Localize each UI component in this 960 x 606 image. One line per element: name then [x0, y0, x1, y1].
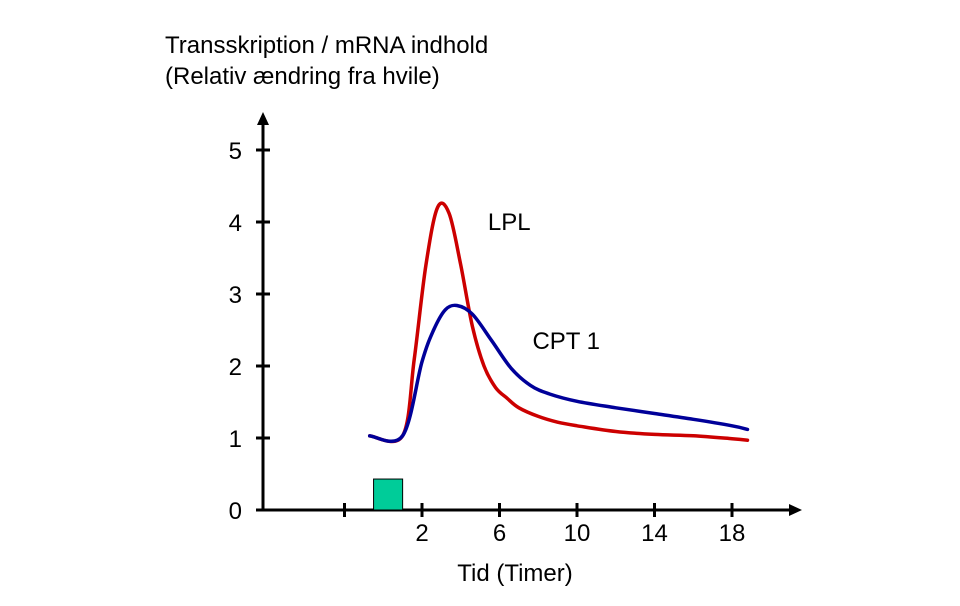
- series-line-cpt-1: [367, 303, 750, 443]
- y-tick-label: 1: [229, 426, 242, 453]
- y-tick-label: 3: [229, 282, 242, 309]
- x-tick-label: 6: [493, 520, 506, 547]
- y-axis-arrowhead: [257, 112, 269, 125]
- y-ticks: 0 1 2 3 4 5: [229, 138, 270, 525]
- y-tick-label: 2: [229, 354, 242, 381]
- series-lines: [367, 201, 750, 444]
- x-tick-label: 10: [564, 520, 591, 547]
- x-ticks: 2 6 10 14 18: [343, 503, 746, 547]
- y-tick-label: 0: [229, 498, 242, 525]
- axes: [257, 112, 802, 516]
- stimulus-box-group: [373, 478, 404, 511]
- series-labels: LPL CPT 1: [488, 209, 600, 355]
- y-axis-title-line-1: Transskription / mRNA indhold: [165, 32, 488, 59]
- x-axis-title: Tid (Timer): [457, 560, 573, 587]
- series-line-lpl: [367, 201, 750, 444]
- y-axis-title: Transskription / mRNA indhold (Relativ æ…: [165, 32, 488, 90]
- stimulus-box: [373, 478, 404, 511]
- y-tick-label: 5: [229, 138, 242, 165]
- series-label-cpt-1: CPT 1: [532, 328, 600, 355]
- y-tick-label: 4: [229, 210, 242, 237]
- x-tick-label: 14: [641, 520, 668, 547]
- x-tick-label: 2: [415, 520, 428, 547]
- x-axis-arrowhead: [789, 504, 802, 516]
- series-label-lpl: LPL: [488, 209, 531, 236]
- x-tick-label: 18: [719, 520, 746, 547]
- y-axis-title-line-2: (Relativ ændring fra hvile): [165, 63, 440, 90]
